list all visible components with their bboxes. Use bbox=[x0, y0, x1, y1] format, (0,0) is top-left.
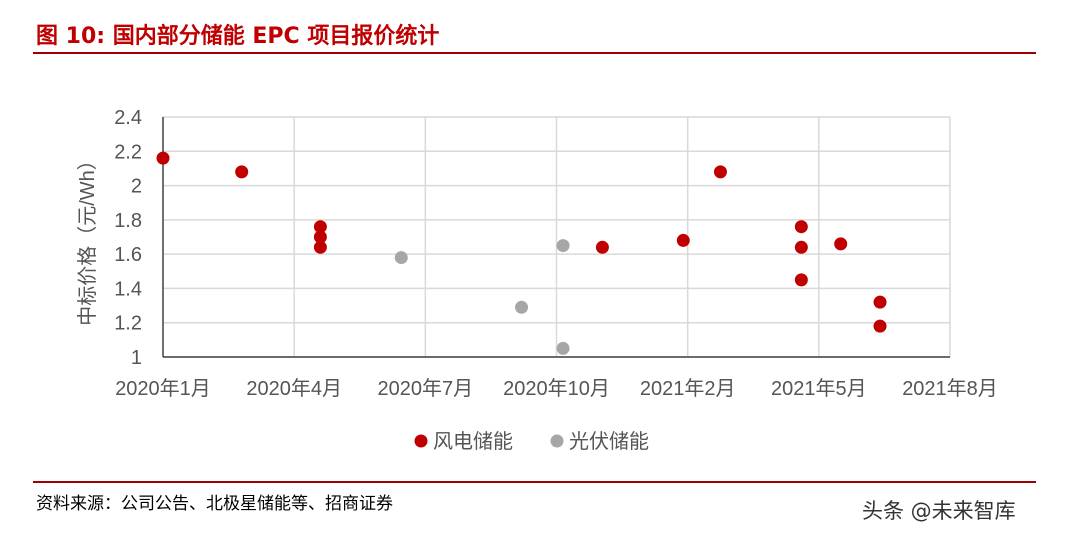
data-point-wind-storage bbox=[313, 220, 327, 234]
watermark: 头条 @未来智库 bbox=[862, 499, 1016, 523]
data-point-wind-storage bbox=[676, 233, 690, 247]
data-point-wind-storage bbox=[794, 220, 808, 234]
y-tick-label: 2.2 bbox=[114, 141, 142, 163]
legend-label: 风电储能 bbox=[433, 430, 513, 453]
y-tick-label: 2 bbox=[131, 176, 142, 198]
data-point-wind-storage bbox=[313, 240, 327, 254]
data-point-wind-storage bbox=[235, 165, 249, 179]
data-point-wind-storage bbox=[873, 295, 887, 309]
data-point-wind-storage bbox=[156, 151, 170, 165]
x-tick-label: 2021年2月 bbox=[640, 377, 736, 400]
data-point-pv-storage bbox=[394, 251, 408, 265]
y-tick-label: 1.6 bbox=[114, 244, 142, 266]
data-point-wind-storage bbox=[834, 237, 848, 251]
y-tick-label: 1.4 bbox=[114, 278, 142, 300]
x-tick-label: 2021年5月 bbox=[771, 377, 867, 400]
figure-title: 图 10: 国内部分储能 EPC 项目报价统计 bbox=[36, 24, 440, 49]
y-tick-label: 1.2 bbox=[114, 313, 142, 335]
source-note: 资料来源：公司公告、北极星储能等、招商证券 bbox=[36, 494, 393, 514]
y-tick-label: 2.4 bbox=[114, 107, 142, 129]
data-point-pv-storage bbox=[515, 300, 529, 314]
y-axis-label: 中标价格（元/Wh） bbox=[76, 150, 99, 326]
data-point-wind-storage bbox=[794, 240, 808, 254]
legend-marker bbox=[550, 434, 564, 448]
data-point-wind-storage bbox=[313, 230, 327, 244]
legend-marker bbox=[414, 434, 428, 448]
x-tick-label: 2020年7月 bbox=[378, 377, 474, 400]
data-point-pv-storage bbox=[556, 341, 570, 355]
x-tick-label: 2021年8月 bbox=[902, 377, 998, 400]
y-tick-label: 1 bbox=[131, 347, 142, 369]
data-point-pv-storage bbox=[556, 239, 570, 253]
y-tick-label: 1.8 bbox=[114, 210, 142, 232]
title-divider bbox=[33, 52, 1036, 54]
x-tick-label: 2020年10月 bbox=[503, 377, 610, 400]
x-tick-label: 2020年1月 bbox=[115, 377, 211, 400]
source-divider bbox=[33, 481, 1036, 483]
data-point-wind-storage bbox=[873, 319, 887, 333]
x-tick-label: 2020年4月 bbox=[246, 377, 342, 400]
data-point-wind-storage bbox=[713, 165, 727, 179]
data-point-wind-storage bbox=[794, 273, 808, 287]
legend-label: 光伏储能 bbox=[569, 430, 649, 453]
data-point-wind-storage bbox=[595, 240, 609, 254]
